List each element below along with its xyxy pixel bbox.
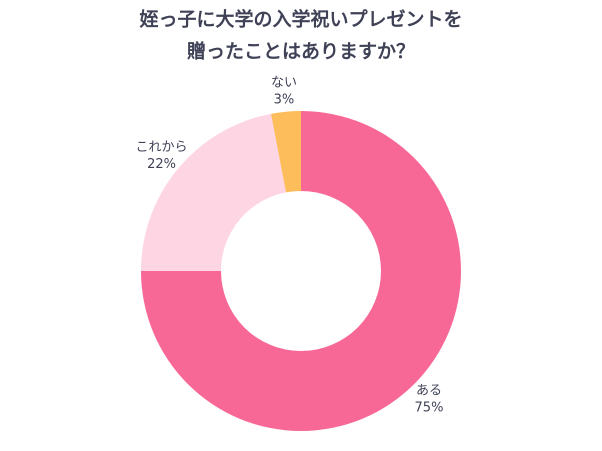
slice-label: ある xyxy=(416,383,442,398)
chart-title: 姪っ子に大学の入学祝いプレゼントを xyxy=(139,8,462,31)
value-label: 75% xyxy=(415,400,444,415)
slice-label: ない xyxy=(271,75,297,90)
slice xyxy=(141,111,461,431)
slice xyxy=(271,111,301,193)
slice-label: これから xyxy=(136,140,188,155)
value-label: 3% xyxy=(274,92,295,107)
slice xyxy=(141,113,287,271)
value-label: 22% xyxy=(147,157,176,172)
chart-title: 贈ったことはありますか？ xyxy=(187,40,415,63)
